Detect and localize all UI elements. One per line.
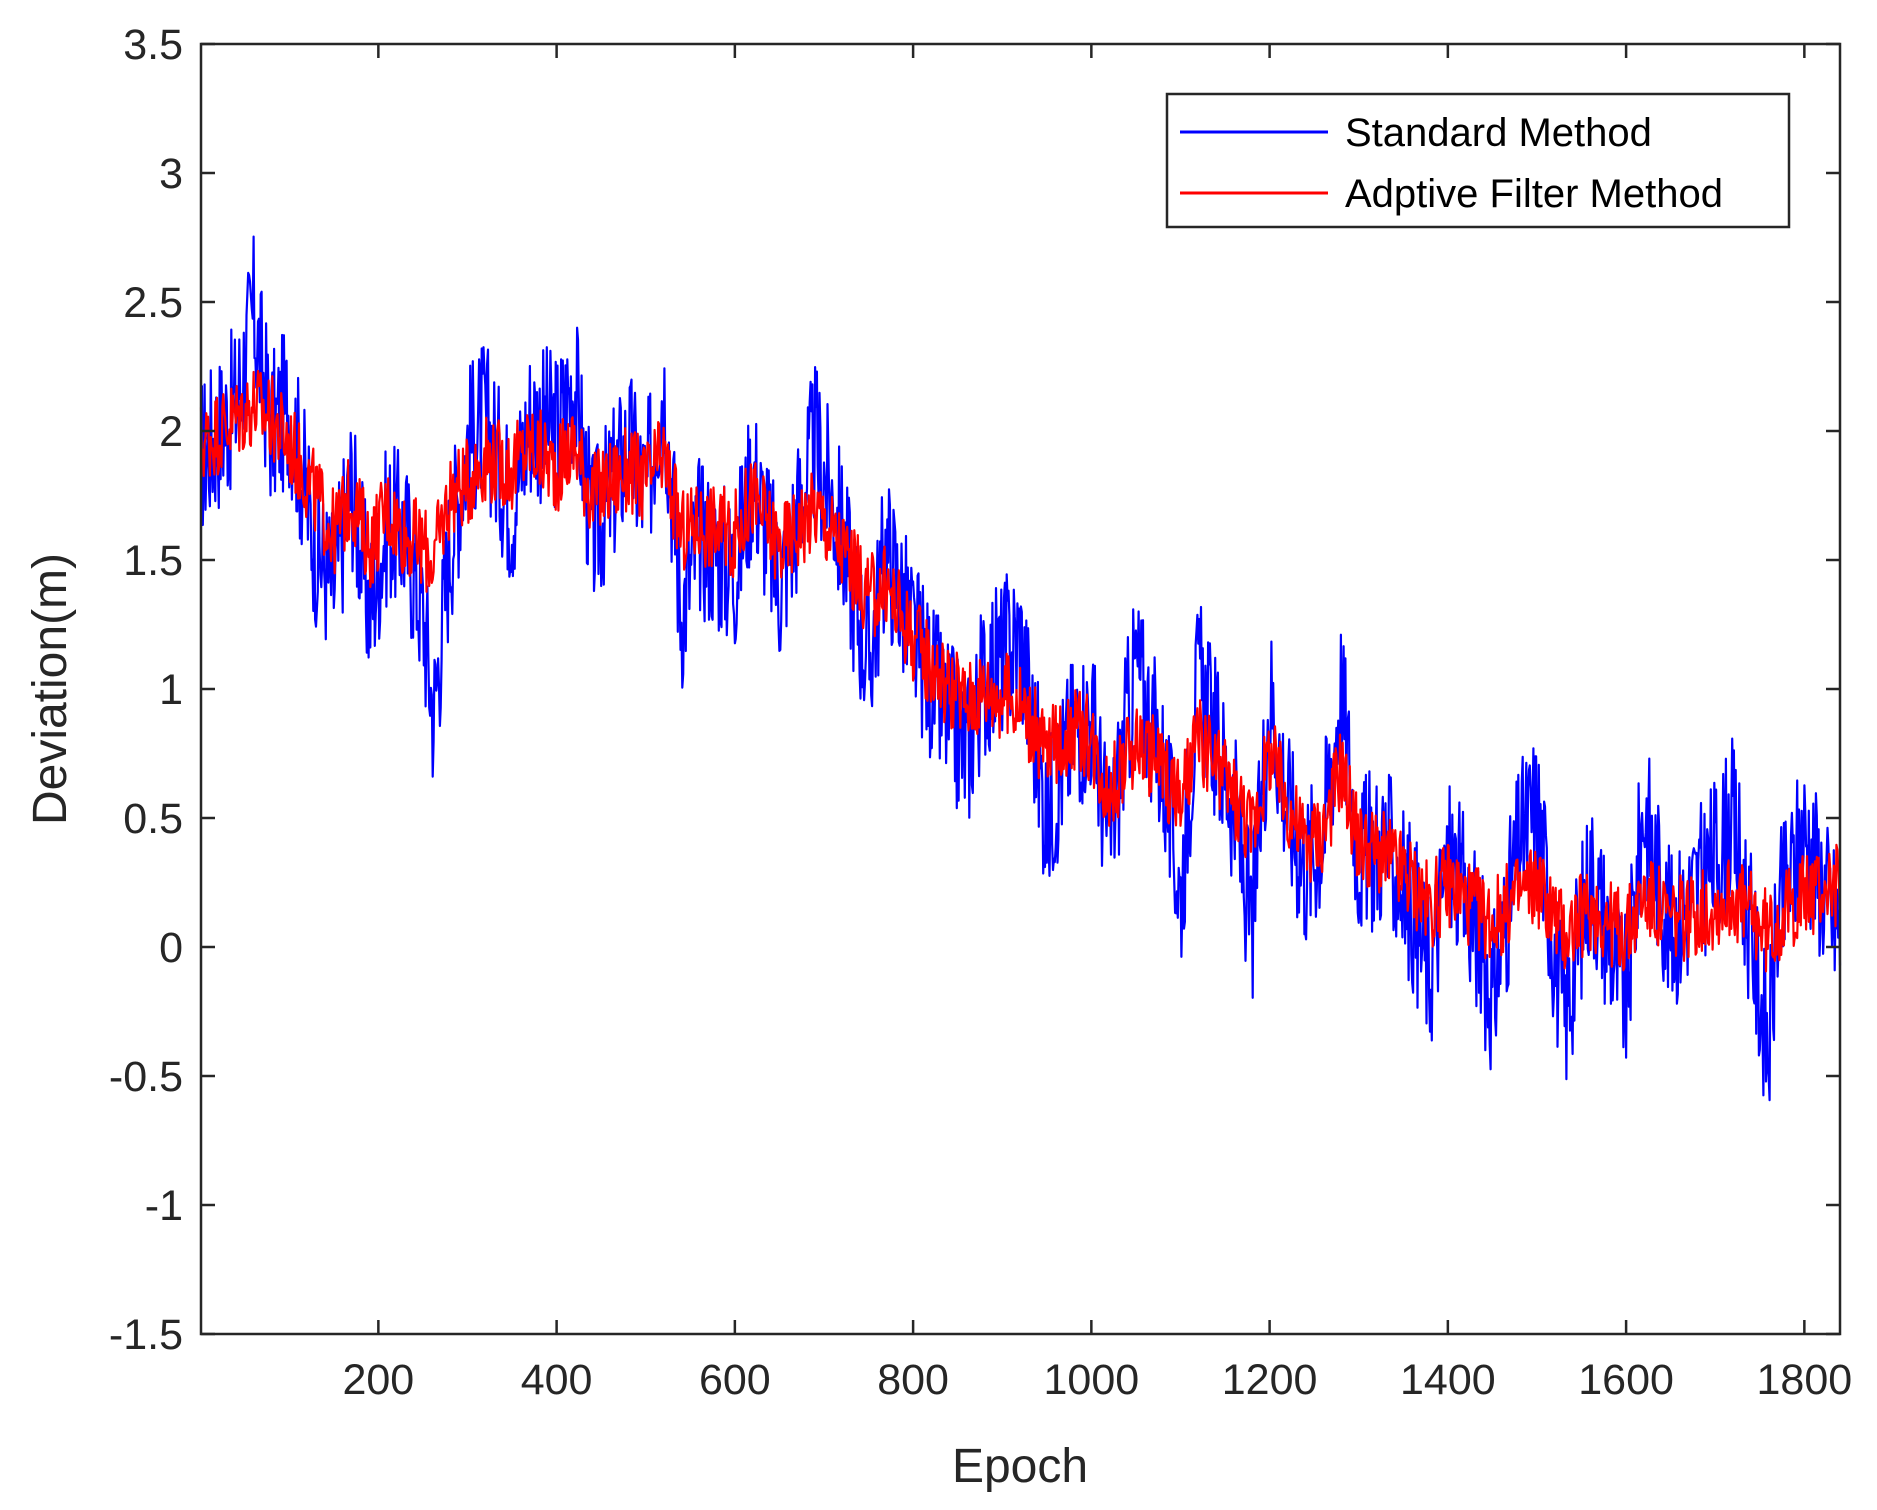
x-tick-label: 800 bbox=[877, 1356, 949, 1404]
legend-box bbox=[1165, 92, 1791, 229]
x-tick-label: 1600 bbox=[1578, 1356, 1674, 1404]
y-tick-label: 3 bbox=[159, 150, 183, 198]
x-tick-label: 200 bbox=[342, 1356, 414, 1404]
x-tick-label: 1400 bbox=[1400, 1356, 1496, 1404]
y-tick-label: 0 bbox=[159, 924, 183, 972]
x-tick-label: 1800 bbox=[1757, 1356, 1853, 1404]
x-axis: 200 400 600 800 1000 1200 1400 1600 1800 bbox=[342, 44, 1852, 1404]
y-tick-label: 3.5 bbox=[123, 21, 183, 69]
y-axis-title: Deviation(m) bbox=[24, 553, 77, 825]
y-tick-label: -1.5 bbox=[109, 1311, 183, 1359]
y-tick-label: 2.5 bbox=[123, 279, 183, 327]
y-tick-label: 1 bbox=[159, 666, 183, 714]
y-tick-label: 0.5 bbox=[123, 795, 183, 843]
x-tick-label: 400 bbox=[521, 1356, 593, 1404]
x-axis-title: Epoch bbox=[952, 1440, 1088, 1493]
series-line-adaptive-filter-method bbox=[199, 369, 1842, 973]
y-tick-label: 2 bbox=[159, 408, 183, 456]
legend-label: Standard Method bbox=[1345, 111, 1652, 155]
y-tick-label: -0.5 bbox=[109, 1053, 183, 1101]
y-axis: -1.5 -1 -0.5 0 0.5 1 1.5 2 2.5 3 3.5 bbox=[109, 21, 1840, 1359]
x-tick-label: 600 bbox=[699, 1356, 771, 1404]
x-tick-label: 1200 bbox=[1222, 1356, 1318, 1404]
x-tick-label: 1000 bbox=[1044, 1356, 1140, 1404]
y-tick-label: -1 bbox=[145, 1182, 183, 1230]
y-tick-label: 1.5 bbox=[123, 537, 183, 585]
legend: Standard Method Adptive Filter Method bbox=[1165, 92, 1791, 229]
series-layer bbox=[199, 235, 1842, 1102]
legend-label: Adptive Filter Method bbox=[1345, 172, 1723, 216]
